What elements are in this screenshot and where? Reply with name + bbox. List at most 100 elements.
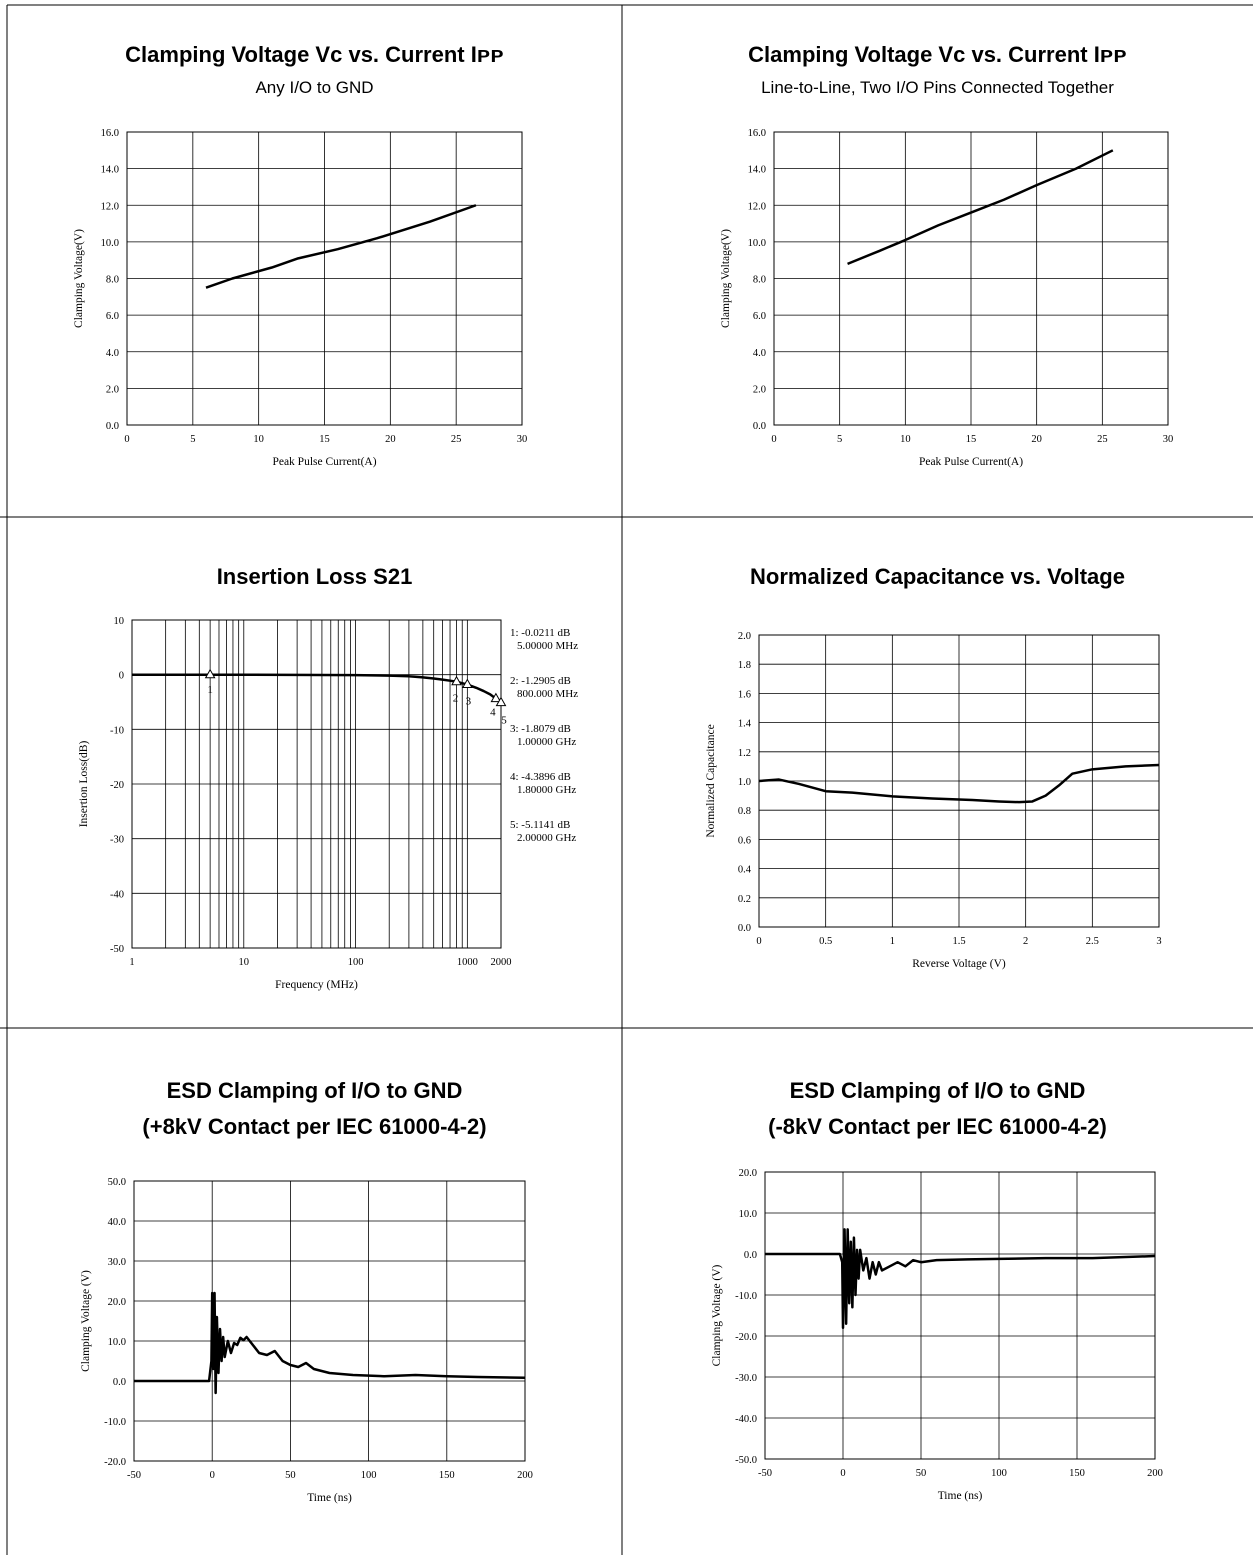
y-tick-label: 8.0 xyxy=(753,275,766,286)
y-tick-label: -50.0 xyxy=(735,1455,757,1466)
plot-area-frame xyxy=(131,619,502,949)
x-axis-label: Peak Pulse Current(A) xyxy=(272,456,376,468)
y-axis-label: Clamping Voltage (V) xyxy=(711,1264,723,1366)
marker-triangle xyxy=(495,696,507,707)
x-tick-label: 15 xyxy=(966,434,977,445)
y-tick-label: -20 xyxy=(110,780,124,791)
y-tick-label: -40.0 xyxy=(735,1414,757,1425)
x-tick-label: 30 xyxy=(1163,434,1174,445)
x-tick-label: -50 xyxy=(127,1470,141,1481)
x-tick-label: 0.5 xyxy=(819,936,832,947)
y-tick-label: 0.2 xyxy=(738,894,751,905)
marker-legend-value: 5: -5.1141 dB xyxy=(510,819,570,831)
plot-area-frame xyxy=(773,131,1169,426)
x-tick-label: 10 xyxy=(253,434,264,445)
panel-esd-negative: ESD Clamping of I/O to GND (-8kV Contact… xyxy=(622,1028,1253,1555)
y-tick-label: 40.0 xyxy=(108,1217,126,1228)
esd-negative-chart: -50 0 50 100 150 200 -50.0 -40.0 -30.0 -20.0 -10.0… xyxy=(711,1168,1163,1502)
marker-legend-frequency: 1.80000 GHz xyxy=(517,784,576,796)
x-axis-label: Time (ns) xyxy=(307,1492,352,1504)
y-tick-label: 1.8 xyxy=(738,660,751,671)
x-tick-label: 25 xyxy=(451,434,462,445)
x-axis-label: Peak Pulse Current(A) xyxy=(919,456,1023,468)
y-tick-label: 10 xyxy=(114,616,125,627)
insertion-loss-chart: 1 10 100 1000 2000 -50 -40 -30 -20 -10 0 10 Frequenc… xyxy=(78,616,578,991)
y-tick-label: 0.0 xyxy=(738,923,751,934)
y-tick-label: 14.0 xyxy=(101,165,119,176)
chart-title: Clamping Voltage Vᴄ vs. Current Iᴘᴘ xyxy=(748,42,1127,67)
y-tick-label: -20.0 xyxy=(735,1332,757,1343)
y-tick-label: -50 xyxy=(110,944,124,955)
marker-triangle xyxy=(204,668,216,679)
x-axis-label: Frequency (MHz) xyxy=(275,979,358,991)
x-tick-label: 200 xyxy=(1147,1468,1163,1479)
series-line xyxy=(132,673,502,704)
marker-legend-frequency: 1.00000 GHz xyxy=(517,736,576,748)
y-tick-label: 0.4 xyxy=(738,865,752,876)
x-axis-label: Reverse Voltage (V) xyxy=(912,958,1006,970)
y-tick-label: 10.0 xyxy=(739,1209,757,1220)
x-tick-label: 0 xyxy=(756,936,761,947)
y-tick-label: 0 xyxy=(119,671,124,682)
y-tick-label: 30.0 xyxy=(108,1257,126,1268)
series-line xyxy=(205,204,477,289)
x-tick-label: 2000 xyxy=(491,957,512,968)
x-tick-label: 50 xyxy=(916,1468,927,1479)
marker-legend-frequency: 2.00000 GHz xyxy=(517,832,576,844)
y-tick-label: 6.0 xyxy=(106,311,119,322)
y-axis-label: Clamping Voltage (V) xyxy=(80,1270,92,1372)
chart-subtitle: (+8kV Contact per IEC 61000-4-2) xyxy=(142,1114,487,1139)
x-tick-label: 3 xyxy=(1156,936,1161,947)
y-tick-label: 4.0 xyxy=(753,348,766,359)
x-tick-label: 1000 xyxy=(457,957,478,968)
y-tick-label: 1.0 xyxy=(738,777,751,788)
y-tick-label: 20.0 xyxy=(108,1297,126,1308)
marker-number: 2 xyxy=(453,693,459,705)
y-tick-label: 1.2 xyxy=(738,748,751,759)
x-tick-label: 1 xyxy=(890,936,895,947)
marker-number: 1 xyxy=(207,684,213,696)
marker-legend-value: 1: -0.0211 dB xyxy=(510,627,570,639)
y-tick-label: 10.0 xyxy=(748,238,766,249)
plot-area-frame xyxy=(764,1171,1156,1460)
series-line xyxy=(847,149,1114,266)
x-tick-label: 150 xyxy=(1069,1468,1085,1479)
x-tick-label: 20 xyxy=(385,434,396,445)
y-tick-label: 16.0 xyxy=(101,128,119,139)
y-axis-label: Normalized Capacitance xyxy=(705,724,717,837)
chart-subtitle: Any I/O to GND xyxy=(255,78,374,97)
y-tick-label: 0.8 xyxy=(738,806,751,817)
y-tick-label: 50.0 xyxy=(108,1177,126,1188)
y-tick-label: 0.0 xyxy=(113,1377,126,1388)
x-tick-label: 0 xyxy=(124,434,129,445)
x-tick-label: -50 xyxy=(758,1468,772,1479)
x-tick-label: 2.5 xyxy=(1086,936,1099,947)
y-tick-label: -30 xyxy=(110,835,124,846)
y-tick-label: 1.4 xyxy=(738,719,752,730)
x-tick-label: 0 xyxy=(771,434,776,445)
clamping-chart-any-io: 0 5 10 15 20 25 30 0.0 2.0 4.0 6.0 8.0 10.0 12.0 14.0 1… xyxy=(73,128,527,468)
y-tick-label: -10 xyxy=(110,725,124,736)
plot-area-frame xyxy=(126,131,523,426)
y-tick-label: 12.0 xyxy=(101,201,119,212)
y-tick-label: 20.0 xyxy=(739,1168,757,1179)
x-tick-label: 25 xyxy=(1097,434,1108,445)
marker-legend-frequency: 5.00000 MHz xyxy=(517,640,578,652)
y-tick-label: 0.0 xyxy=(106,421,119,432)
marker-triangle xyxy=(490,692,502,703)
chart-subtitle: Line-to-Line, Two I/O Pins Connected Tog… xyxy=(761,78,1114,97)
marker-number: 5 xyxy=(501,715,507,727)
marker-legend-value: 2: -1.2905 dB xyxy=(510,675,571,687)
series-line xyxy=(134,1291,526,1395)
y-tick-label: -30.0 xyxy=(735,1373,757,1384)
marker-triangle xyxy=(461,678,473,689)
x-tick-label: 5 xyxy=(837,434,842,445)
marker-legend-value: 4: -4.3896 dB xyxy=(510,771,571,783)
y-tick-label: 12.0 xyxy=(748,201,766,212)
y-tick-label: 10.0 xyxy=(108,1337,126,1348)
chart-title: ESD Clamping of I/O to GND xyxy=(166,1078,463,1103)
x-tick-label: 20 xyxy=(1031,434,1042,445)
x-tick-label: 1 xyxy=(129,957,134,968)
clamping-chart-line-to-line: 0 5 10 15 20 25 30 0.0 2.0 4.0 6.0 8.0 10.0 12.0 14.0 1… xyxy=(720,128,1174,468)
